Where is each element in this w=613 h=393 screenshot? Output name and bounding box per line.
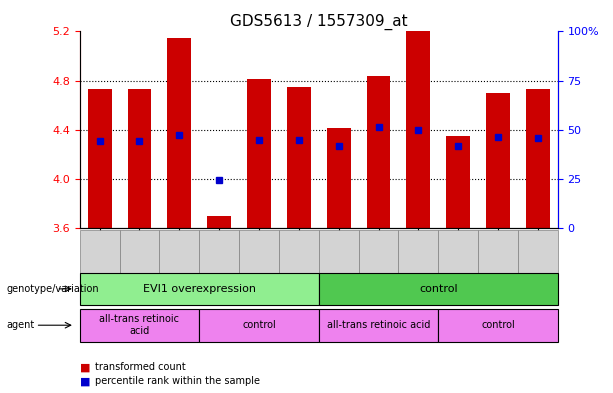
Bar [167, 38, 191, 228]
Text: all-trans retinoic
acid: all-trans retinoic acid [99, 314, 180, 336]
Text: percentile rank within the sample: percentile rank within the sample [95, 376, 260, 386]
Bar [287, 87, 311, 228]
Text: ■: ■ [80, 376, 90, 386]
Bar [128, 89, 151, 228]
Bar [446, 136, 470, 228]
Bar [406, 31, 430, 228]
Text: all-trans retinoic acid: all-trans retinoic acid [327, 320, 430, 330]
Text: agent: agent [6, 320, 34, 330]
Text: ■: ■ [80, 362, 90, 373]
Bar [327, 129, 351, 228]
Text: control: control [242, 320, 276, 330]
Bar [486, 93, 510, 228]
Text: genotype/variation: genotype/variation [6, 284, 99, 294]
Text: control: control [481, 320, 515, 330]
Text: transformed count: transformed count [95, 362, 186, 373]
Bar [88, 89, 112, 228]
Bar [207, 216, 231, 228]
Title: GDS5613 / 1557309_at: GDS5613 / 1557309_at [230, 14, 408, 30]
Bar [526, 89, 550, 228]
Text: EVI1 overexpression: EVI1 overexpression [143, 284, 256, 294]
Bar [367, 75, 390, 228]
Bar [247, 79, 271, 228]
Text: control: control [419, 284, 458, 294]
